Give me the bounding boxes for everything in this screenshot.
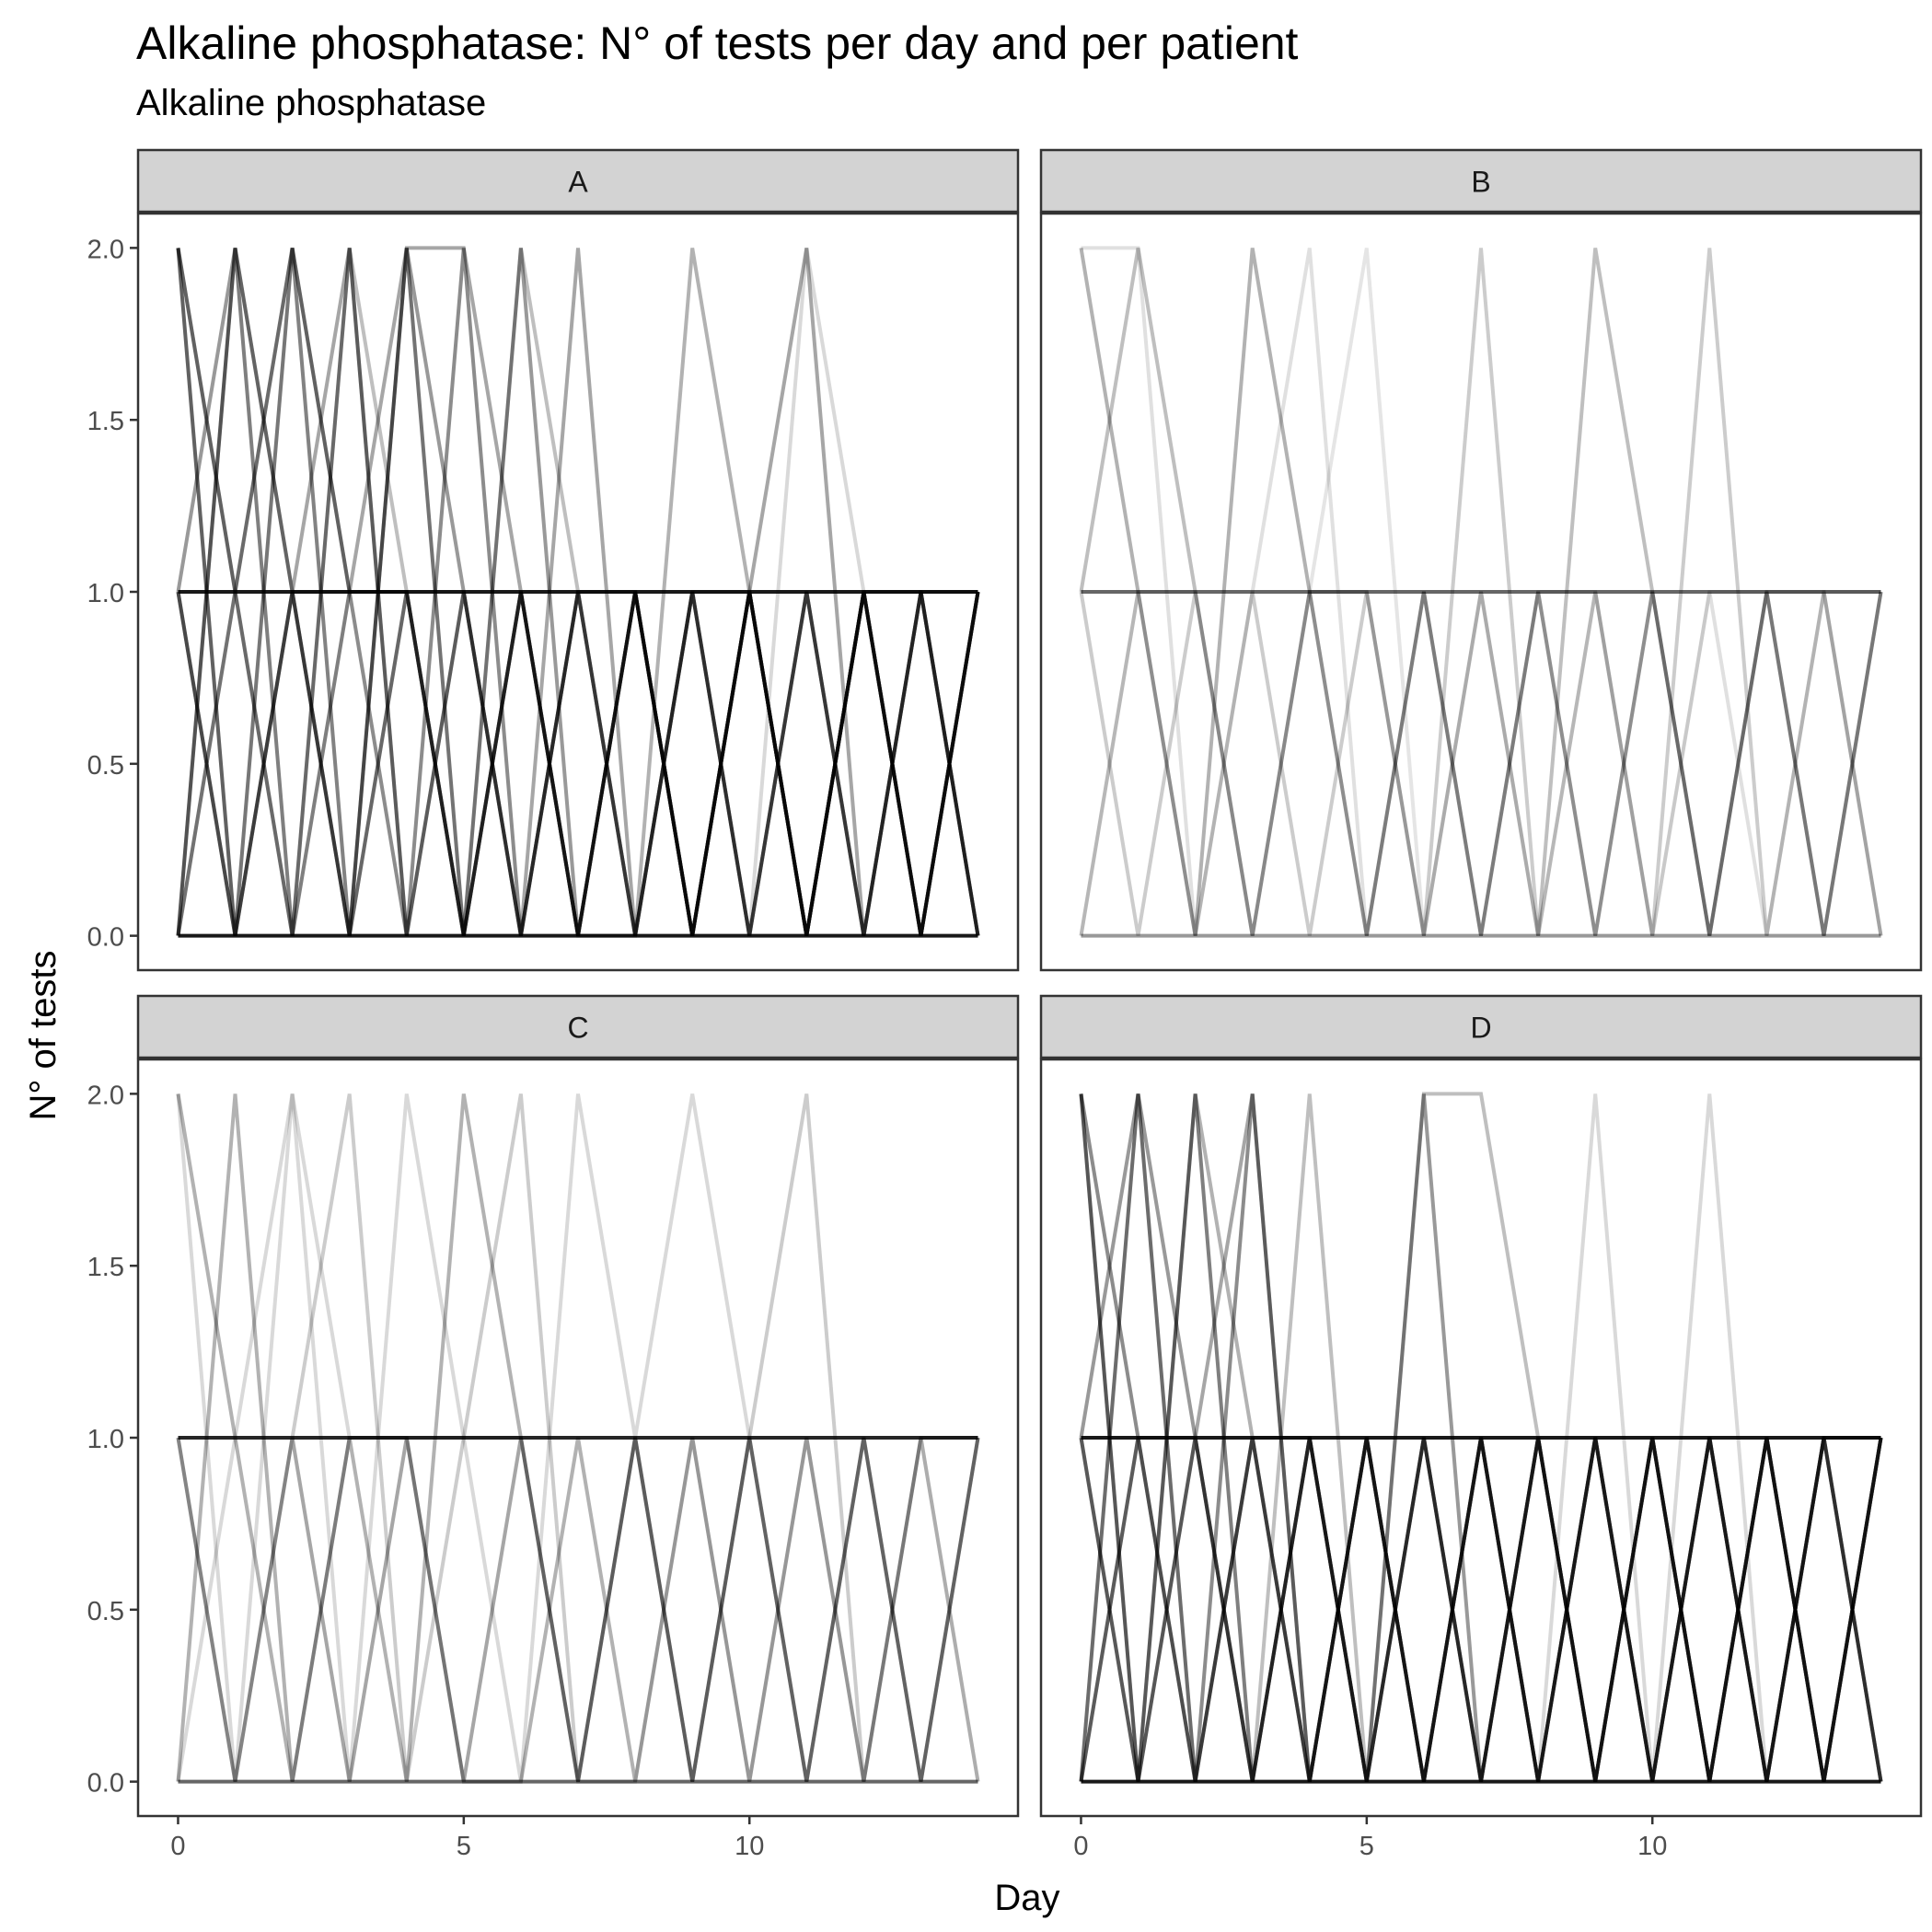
series-line-4 xyxy=(1079,1093,1883,1782)
series-line-10 xyxy=(1079,1093,1883,1782)
series-line-8 xyxy=(1079,1093,1883,1782)
series-line-10 xyxy=(176,248,980,938)
x-tick-label: 5 xyxy=(1359,1832,1374,1861)
series-line-4 xyxy=(1079,248,1883,936)
y-tick-label: 1.0 xyxy=(87,579,124,608)
series-line-4 xyxy=(176,248,980,936)
y-tick-label: 1.0 xyxy=(87,1425,124,1454)
y-tick-label: 0.5 xyxy=(87,1597,124,1626)
x-tick-label: 10 xyxy=(1637,1832,1667,1861)
series-line-6 xyxy=(176,248,980,936)
facet-strip-label: B xyxy=(1471,166,1490,199)
y-tick-label: 1.5 xyxy=(87,407,124,436)
panel-border xyxy=(1039,1058,1923,1818)
panel-border xyxy=(1039,212,1923,972)
chart-subtitle: Alkaline phosphatase xyxy=(136,83,487,123)
y-tick-label: 2.0 xyxy=(87,1081,124,1110)
facet-panel-b: B xyxy=(1039,148,1923,972)
series-line-11 xyxy=(1079,1092,1883,1782)
series-group xyxy=(1079,246,1883,938)
x-tick-label: 5 xyxy=(457,1832,471,1861)
series-line-5 xyxy=(176,248,978,936)
facet-strip xyxy=(1039,148,1923,214)
series-line-9 xyxy=(176,248,980,936)
series-group xyxy=(1079,1092,1883,1784)
series-line-8 xyxy=(1079,248,1883,936)
series-line-3 xyxy=(1079,248,1883,936)
series-line-6 xyxy=(1079,590,1883,936)
chart-title: Alkaline phosphatase: N° of tests per da… xyxy=(136,17,1299,69)
series-line-5 xyxy=(1079,248,1883,936)
series-line-7 xyxy=(176,1093,980,1782)
x-tick-label: 0 xyxy=(1073,1832,1088,1861)
series-line-12 xyxy=(1079,1093,1881,1782)
series-line-3 xyxy=(176,1437,980,1782)
y-tick-label: 2.0 xyxy=(87,235,124,264)
series-group xyxy=(176,1093,980,1784)
facet-panel-a: A 0.0 0.5 1.0 1.5 2.0 xyxy=(87,148,1020,972)
series-line-5 xyxy=(176,1093,978,1784)
series-line-11 xyxy=(176,246,980,936)
facet-strip xyxy=(1039,994,1923,1059)
series-line-5 xyxy=(1079,1093,1883,1782)
series-line-6 xyxy=(1079,1093,1883,1782)
facet-strip-label: A xyxy=(568,166,588,199)
facet-strip xyxy=(136,994,1020,1059)
facet-strip-label: D xyxy=(1470,1012,1491,1045)
x-axis-label: Day xyxy=(994,1878,1059,1918)
series-line-9 xyxy=(1079,1093,1883,1782)
series-line-7 xyxy=(176,248,980,936)
series-line-7 xyxy=(1081,246,1881,936)
y-tick-label: 0.0 xyxy=(87,1769,124,1799)
x-tick-label: 10 xyxy=(735,1832,764,1861)
facet-strip-label: C xyxy=(567,1012,588,1045)
series-line-8 xyxy=(176,248,980,936)
x-tick-label: 0 xyxy=(170,1832,185,1861)
series-line-4 xyxy=(176,1093,980,1782)
series-line-7 xyxy=(1079,1436,1881,1782)
y-tick-label: 1.5 xyxy=(87,1253,124,1282)
facet-panel-d: D 0 5 10 xyxy=(1039,994,1923,1861)
facet-strip xyxy=(136,148,1020,214)
y-tick-label: 0.0 xyxy=(87,923,124,953)
facet-panel-c: C 0.0 0.5 1.0 1.5 2.0 0 5 10 xyxy=(87,994,1020,1861)
series-line-8 xyxy=(176,1093,980,1784)
series-line-13 xyxy=(176,591,980,936)
series-line-14 xyxy=(176,248,980,936)
series-group xyxy=(176,246,980,938)
series-line-12 xyxy=(176,248,980,936)
y-tick-label: 0.5 xyxy=(87,751,124,781)
y-axis-label: N° of tests xyxy=(23,951,64,1121)
series-line-6 xyxy=(176,1093,980,1782)
